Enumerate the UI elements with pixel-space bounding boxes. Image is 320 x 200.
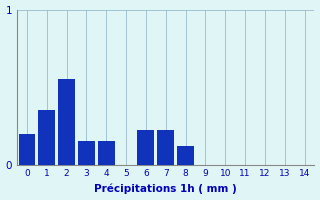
Bar (78, 141, 95, 165)
Bar (157, 130, 174, 165)
Bar (177, 146, 194, 165)
Bar (38, 110, 55, 165)
Bar (58, 79, 75, 165)
Bar (98, 141, 115, 165)
Bar (19, 134, 36, 165)
Bar (138, 130, 154, 165)
X-axis label: Précipitations 1h ( mm ): Précipitations 1h ( mm ) (94, 184, 237, 194)
